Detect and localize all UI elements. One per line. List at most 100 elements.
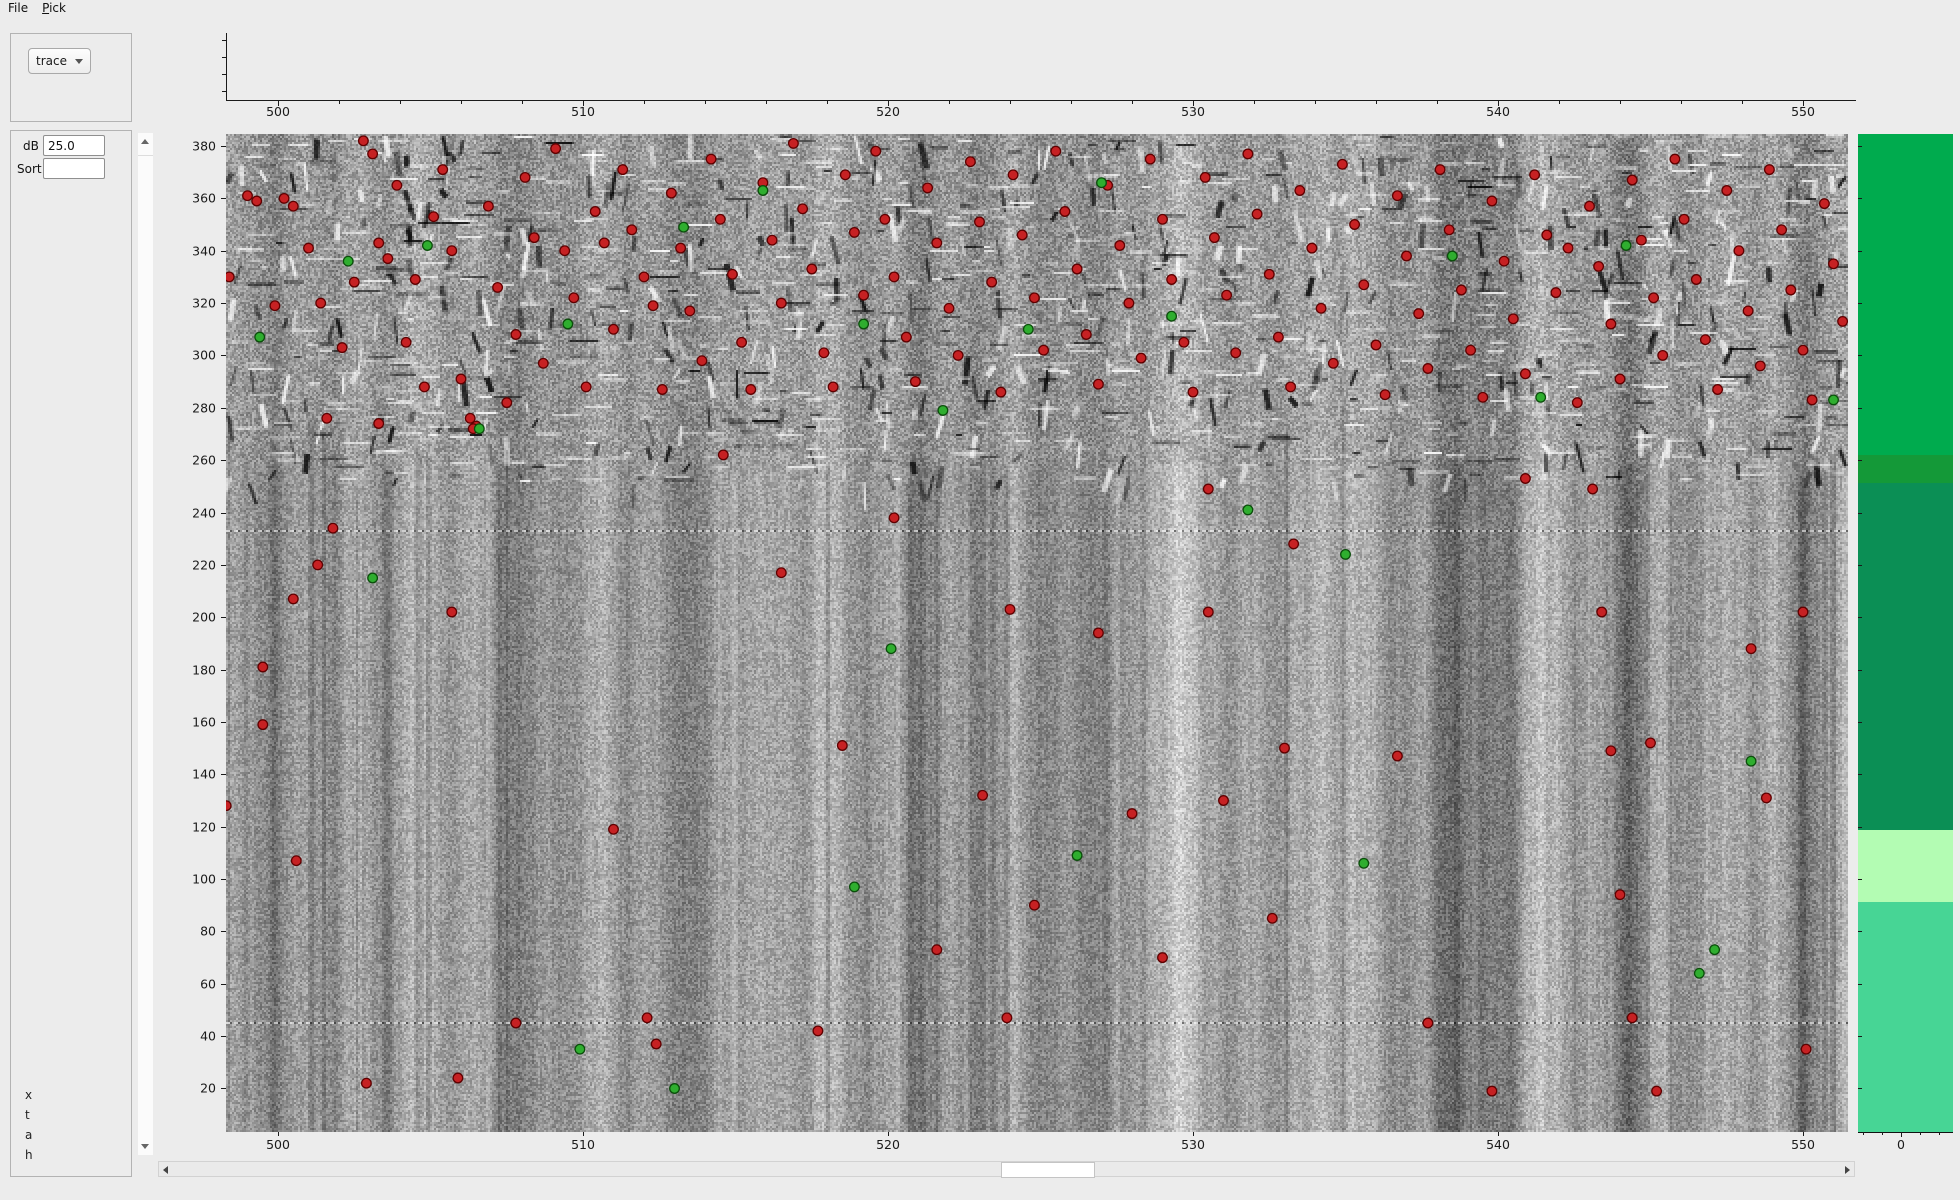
red-pick-marker[interactable] [482, 200, 494, 212]
red-pick-marker[interactable] [1059, 206, 1071, 217]
red-pick-marker[interactable] [1571, 397, 1583, 409]
red-pick-marker[interactable] [373, 237, 385, 249]
red-pick-marker[interactable] [1288, 538, 1300, 550]
red-pick-marker[interactable] [455, 373, 467, 385]
red-pick-marker[interactable] [870, 145, 882, 157]
red-pick-marker[interactable] [714, 213, 726, 225]
red-pick-marker[interactable] [452, 1072, 464, 1084]
red-pick-marker[interactable] [510, 329, 522, 340]
red-pick-marker[interactable] [900, 331, 912, 343]
red-pick-marker[interactable] [1028, 292, 1040, 304]
red-pick-marker[interactable] [1712, 384, 1724, 395]
red-pick-marker[interactable] [665, 187, 677, 199]
red-pick-marker[interactable] [1477, 391, 1489, 403]
red-pick-marker[interactable] [1218, 795, 1229, 806]
red-pick-marker[interactable] [931, 237, 943, 249]
red-pick-marker[interactable] [1144, 153, 1156, 165]
red-pick-marker[interactable] [1443, 224, 1455, 236]
green-pick-marker[interactable] [1071, 850, 1083, 861]
red-pick-marker[interactable] [888, 271, 900, 283]
red-pick-marker[interactable] [1434, 164, 1446, 176]
red-pick-marker[interactable] [1114, 240, 1126, 251]
green-pick-marker[interactable] [669, 1083, 680, 1094]
red-pick-marker[interactable] [839, 169, 851, 181]
red-pick-marker[interactable] [1721, 185, 1733, 196]
red-pick-marker[interactable] [1336, 158, 1348, 170]
red-pick-marker[interactable] [1614, 889, 1626, 901]
red-pick-marker[interactable] [986, 276, 998, 288]
red-pick-marker[interactable] [1651, 1085, 1663, 1097]
red-pick-marker[interactable] [357, 135, 369, 147]
green-pick-marker[interactable] [421, 240, 433, 251]
red-pick-marker[interactable] [1785, 284, 1797, 296]
green-pick-marker[interactable] [1709, 944, 1721, 956]
red-pick-marker[interactable] [409, 274, 421, 285]
red-pick-marker[interactable] [775, 567, 787, 579]
red-pick-marker[interactable] [1157, 213, 1168, 225]
red-pick-marker[interactable] [650, 1038, 662, 1050]
red-pick-marker[interactable] [1669, 153, 1681, 165]
red-pick-marker[interactable] [787, 137, 799, 149]
green-pick-marker[interactable] [937, 404, 949, 416]
red-pick-marker[interactable] [1092, 627, 1104, 639]
red-pick-marker[interactable] [705, 153, 717, 165]
red-pick-marker[interactable] [964, 156, 976, 168]
red-pick-marker[interactable] [608, 323, 619, 335]
red-pick-marker[interactable] [1828, 258, 1839, 270]
green-pick-marker[interactable] [1828, 394, 1839, 406]
red-pick-marker[interactable] [400, 336, 412, 348]
red-pick-marker[interactable] [836, 740, 848, 751]
red-pick-marker[interactable] [638, 271, 650, 283]
green-pick-marker[interactable] [1096, 177, 1107, 189]
green-pick-marker[interactable] [1535, 391, 1547, 403]
red-pick-marker[interactable] [1593, 260, 1605, 272]
red-pick-marker[interactable] [492, 281, 504, 293]
red-pick-marker[interactable] [1358, 279, 1370, 291]
red-pick-marker[interactable] [303, 242, 314, 254]
scrollbar-thumb[interactable] [1001, 1162, 1095, 1178]
red-pick-marker[interactable] [1614, 373, 1626, 385]
red-pick-marker[interactable] [327, 522, 339, 534]
sort-input[interactable] [43, 158, 105, 179]
scroll-down-icon[interactable] [141, 1144, 149, 1149]
red-pick-marker[interactable] [226, 271, 235, 283]
green-pick-marker[interactable] [473, 423, 485, 435]
red-pick-marker[interactable] [1760, 792, 1772, 804]
red-pick-marker[interactable] [1123, 297, 1135, 309]
red-pick-marker[interactable] [995, 386, 1007, 398]
red-pick-marker[interactable] [1422, 1017, 1434, 1029]
red-pick-marker[interactable] [766, 234, 778, 246]
trace-select[interactable]: trace [28, 48, 91, 74]
red-pick-marker[interactable] [1763, 164, 1775, 176]
red-pick-marker[interactable] [446, 606, 458, 618]
red-pick-marker[interactable] [1166, 274, 1178, 285]
red-pick-marker[interactable] [1242, 148, 1254, 160]
red-pick-marker[interactable] [559, 245, 571, 257]
red-pick-marker[interactable] [1016, 229, 1028, 241]
red-pick-marker[interactable] [1050, 145, 1062, 157]
red-pick-marker[interactable] [1626, 174, 1638, 186]
red-pick-marker[interactable] [367, 148, 379, 160]
red-pick-marker[interactable] [501, 397, 513, 409]
red-pick-marker[interactable] [684, 305, 696, 317]
red-pick-marker[interactable] [1797, 344, 1809, 356]
red-pick-marker[interactable] [598, 237, 610, 249]
green-pick-marker[interactable] [1620, 240, 1632, 251]
red-pick-marker[interactable] [1199, 171, 1211, 183]
green-pick-marker[interactable] [1693, 967, 1705, 979]
red-pick-marker[interactable] [1157, 952, 1168, 964]
red-pick-marker[interactable] [315, 297, 327, 309]
red-pick-marker[interactable] [1208, 232, 1220, 244]
red-pick-marker[interactable] [1391, 750, 1403, 762]
green-pick-marker[interactable] [678, 221, 690, 233]
red-pick-marker[interactable] [1800, 1043, 1812, 1055]
red-pick-marker[interactable] [1306, 242, 1318, 254]
red-pick-marker[interactable] [1465, 344, 1477, 356]
red-pick-marker[interactable] [464, 412, 476, 424]
red-pick-marker[interactable] [922, 182, 934, 194]
red-pick-marker[interactable] [1529, 169, 1541, 181]
red-pick-marker[interactable] [1391, 190, 1403, 202]
red-pick-marker[interactable] [348, 276, 360, 288]
red-pick-marker[interactable] [812, 1025, 824, 1037]
red-pick-marker[interactable] [1519, 368, 1531, 380]
